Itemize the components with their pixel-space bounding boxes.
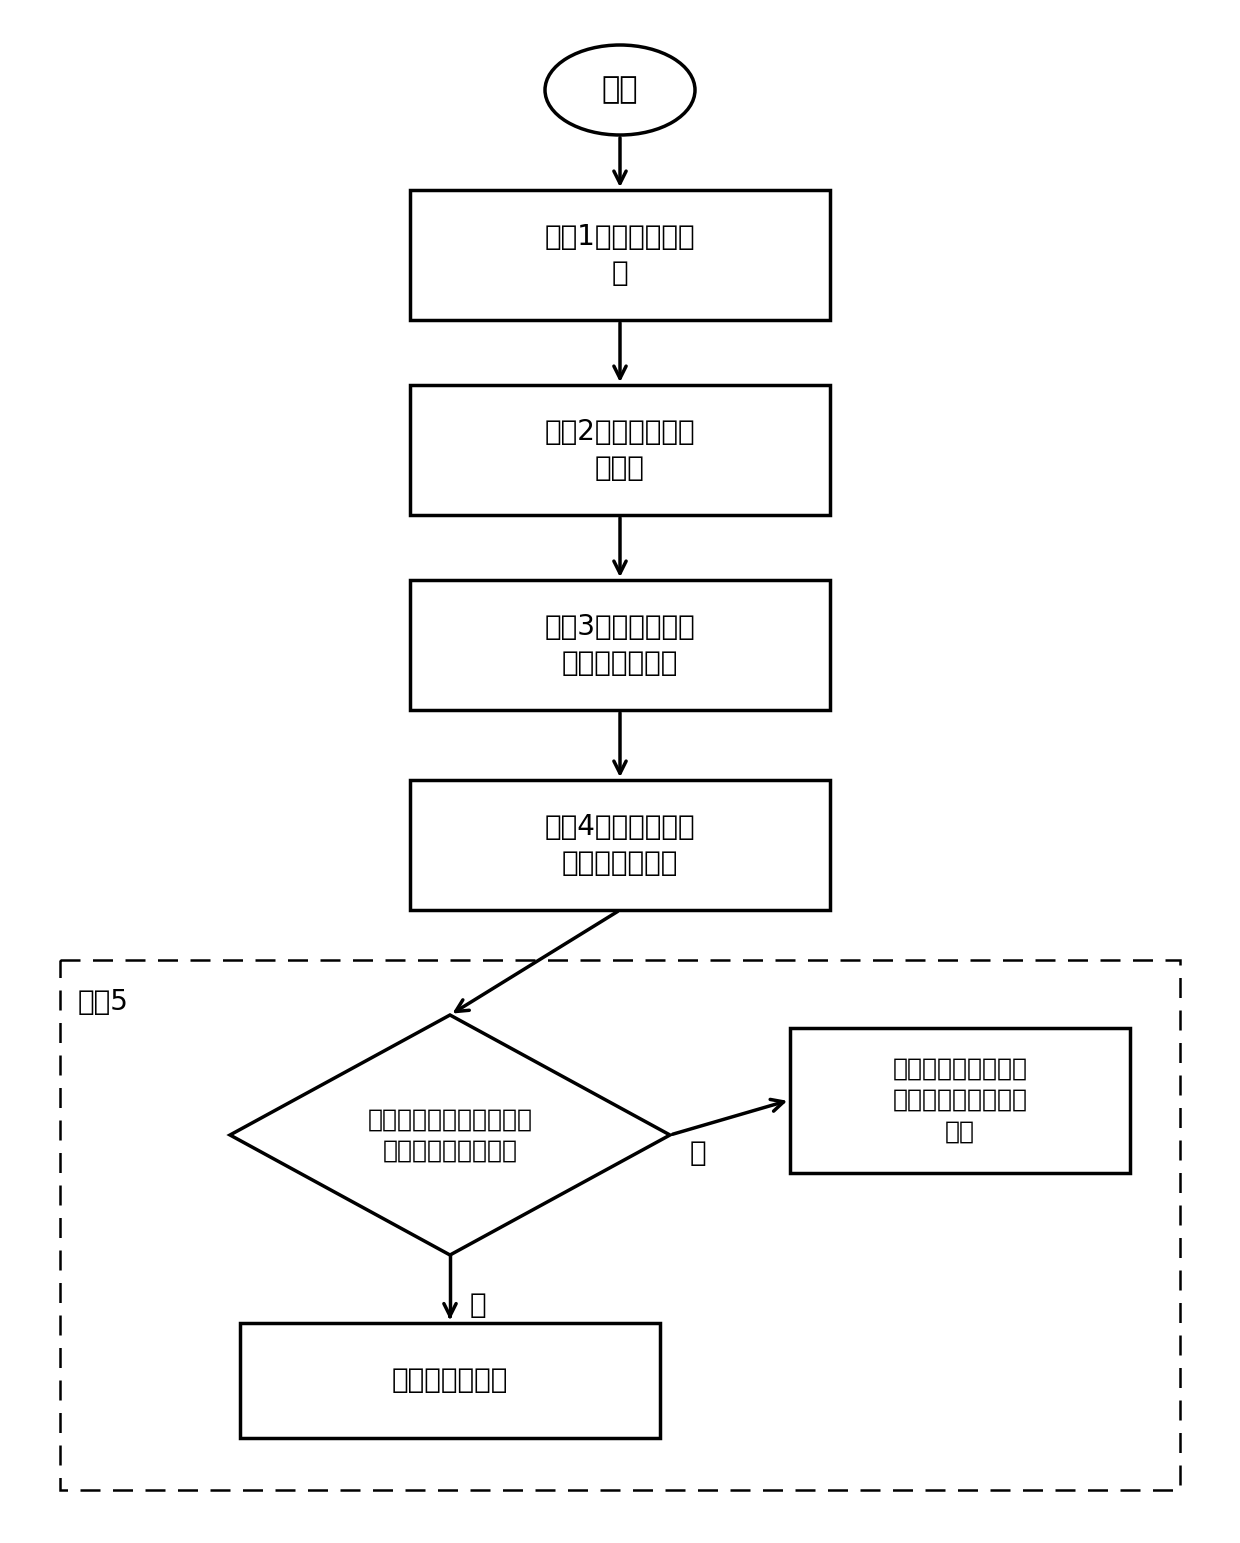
Bar — [410, 781, 830, 910]
Text: 是: 是 — [470, 1291, 486, 1319]
Bar — [60, 960, 1180, 1491]
Text: 步骤5: 步骤5 — [78, 988, 129, 1015]
Text: 否: 否 — [689, 1139, 707, 1167]
Text: 步骤4：计算当前工
况所需冷却流量: 步骤4：计算当前工 况所需冷却流量 — [544, 813, 696, 878]
Bar — [410, 190, 830, 319]
Text: 步骤3：计算当前可
提供的冷却流量: 步骤3：计算当前可 提供的冷却流量 — [544, 613, 696, 677]
Bar — [241, 1322, 660, 1438]
Text: 步骤1：输入信号获
取: 步骤1：输入信号获 取 — [544, 222, 696, 287]
Text: 启动离合器冷却: 启动离合器冷却 — [392, 1366, 508, 1393]
Text: 步骤2：判断当前滑
摩工况: 步骤2：判断当前滑 摩工况 — [544, 418, 696, 483]
Text: 调节液压系统压力信
号增大可供给的冷却
流量: 调节液压系统压力信 号增大可供给的冷却 流量 — [893, 1057, 1028, 1143]
Bar — [410, 580, 830, 710]
Bar — [410, 386, 830, 515]
Text: 判断所需冷却流量是否小
于可提供的冷却流量: 判断所需冷却流量是否小 于可提供的冷却流量 — [367, 1108, 532, 1163]
Text: 开始: 开始 — [601, 76, 639, 105]
Bar — [790, 1028, 1130, 1173]
